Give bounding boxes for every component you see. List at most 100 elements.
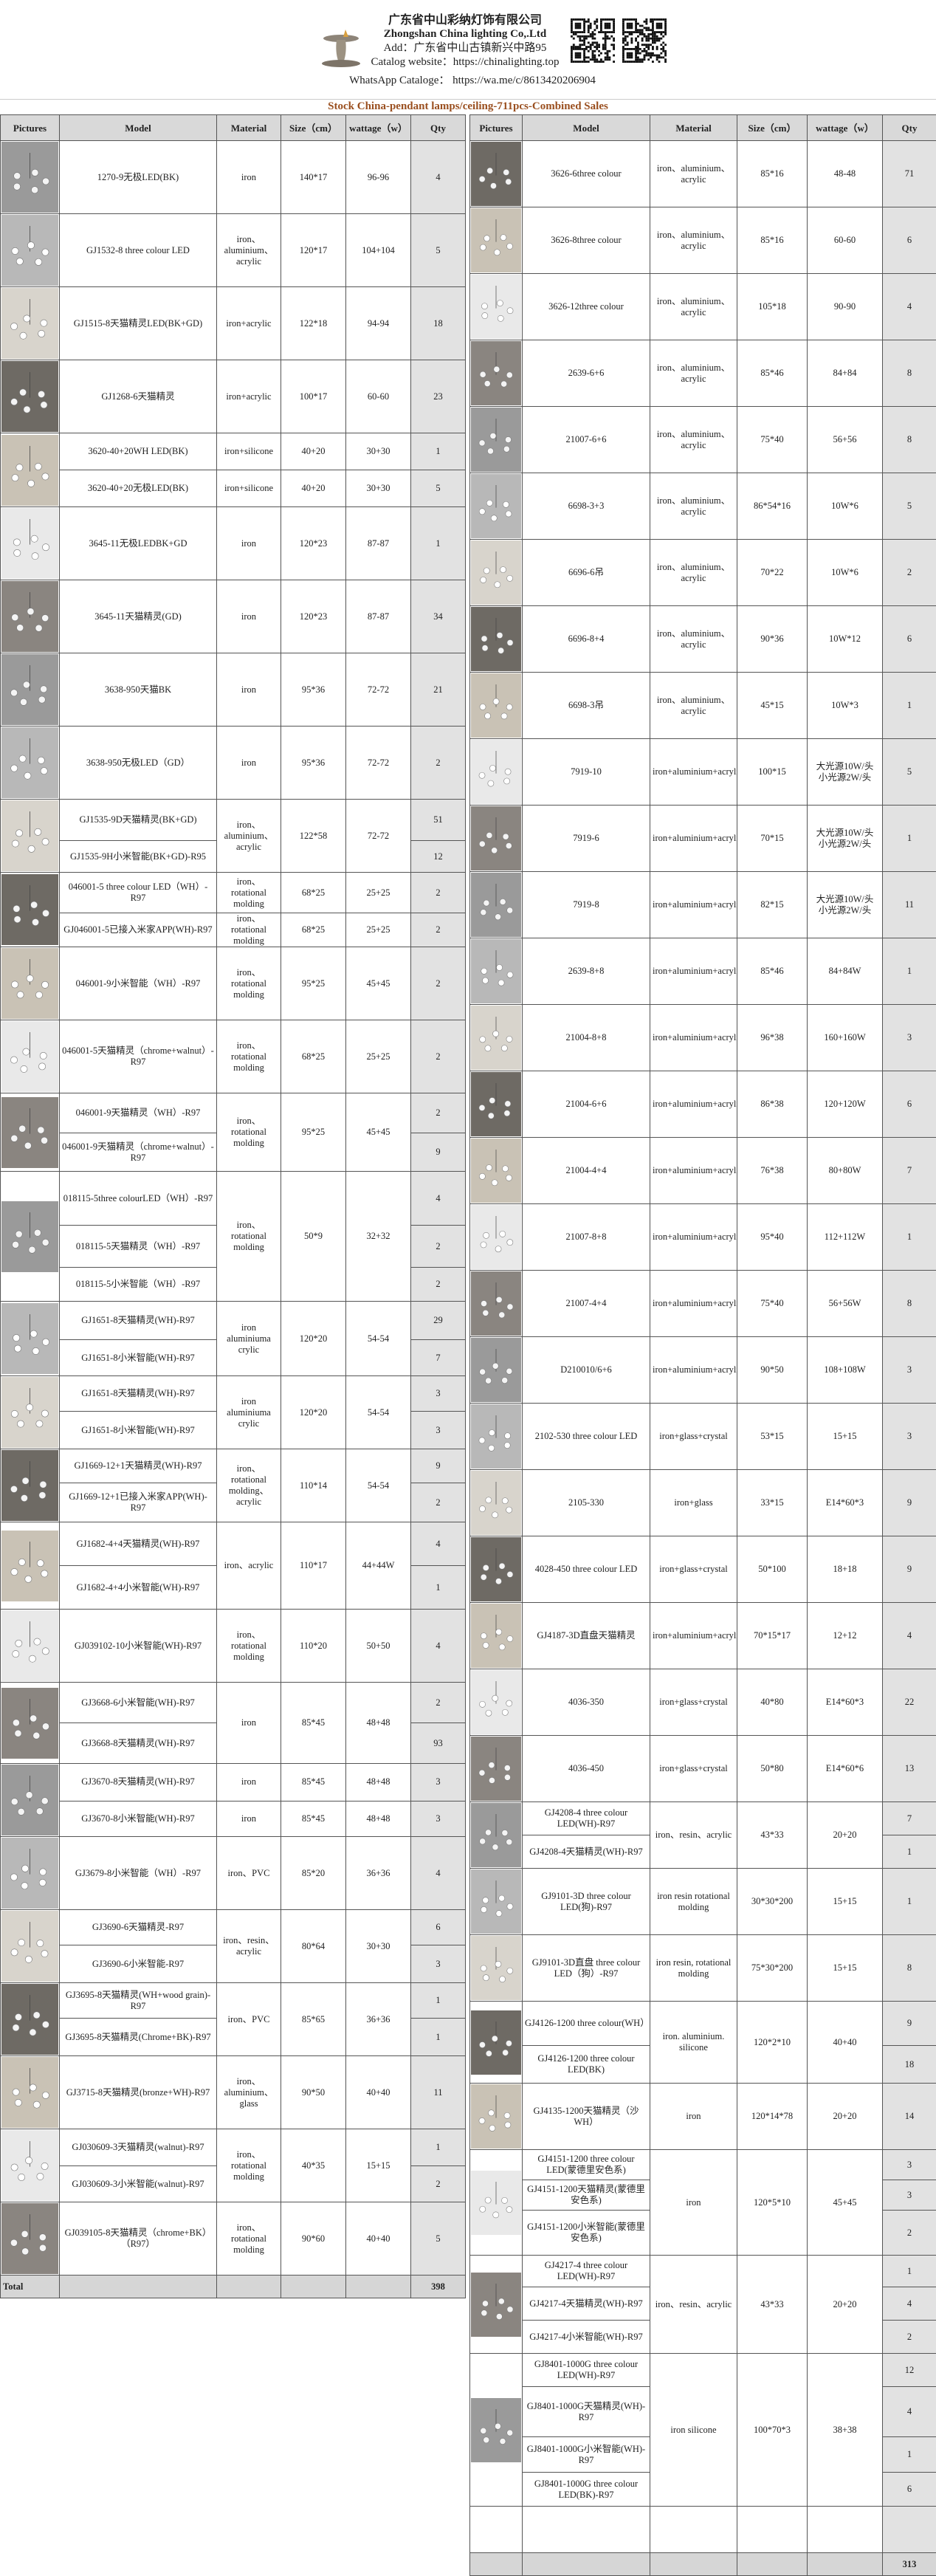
wattage-cell: 72-72 (346, 653, 411, 727)
product-photo (471, 341, 521, 405)
product-photo (1, 1450, 58, 1521)
wattage-cell: 大光源10W/头 小光源2W/头 (808, 806, 883, 872)
qty-cell: 4 (883, 1603, 936, 1669)
product-photo (1, 508, 58, 579)
column-header[interactable]: wattage（w） (808, 115, 883, 141)
qty-cell: 4 (883, 2387, 936, 2437)
picture-cell (470, 2084, 523, 2150)
wattage-cell: 84+84W (808, 938, 883, 1005)
product-photo (471, 1006, 521, 1070)
catalog-website[interactable]: Catalog website：https://chinalighting.to… (347, 55, 583, 69)
size-cell: 100*15 (737, 739, 808, 806)
picture-cell (1, 287, 60, 360)
column-header[interactable]: Material (650, 115, 737, 141)
product-photo (471, 1338, 521, 1402)
picture-cell (1, 141, 60, 214)
material-cell: iron、acrylic (217, 1522, 281, 1610)
qty-cell: 4 (411, 1172, 466, 1226)
column-header[interactable]: Pictures (1, 115, 60, 141)
material-cell: iron、rotational molding (217, 873, 281, 913)
column-header[interactable]: Qty (883, 115, 936, 141)
product-photo (471, 1869, 521, 1934)
column-header[interactable]: Model (60, 115, 217, 141)
column-header[interactable]: wattage（w） (346, 115, 411, 141)
model-cell: GJ3668-6小米智能(WH)-R97 (60, 1683, 217, 1723)
product-photo (1, 1610, 58, 1681)
picture-cell (1, 507, 60, 580)
size-cell: 110*20 (281, 1610, 346, 1683)
model-cell: 046001-9天猫精灵（WH）-R97 (60, 1093, 217, 1133)
size-cell: 75*30*200 (737, 1935, 808, 2002)
column-header[interactable]: Qty (411, 115, 466, 141)
size-cell: 90*50 (737, 1337, 808, 1404)
size-cell: 90*36 (737, 606, 808, 673)
total-label (470, 2553, 523, 2576)
qty-cell: 4 (411, 1837, 466, 1910)
model-cell: 21004-8+8 (523, 1005, 650, 1071)
size-cell: 96*38 (737, 1005, 808, 1071)
column-header[interactable]: Size（cm） (281, 115, 346, 141)
model-cell: GJ030609-3小米智能(walnut)-R97 (60, 2166, 217, 2202)
column-header[interactable]: Size（cm） (737, 115, 808, 141)
product-photo (471, 474, 521, 538)
wattage-cell: 40+40 (346, 2202, 411, 2276)
product-photo (1, 361, 58, 432)
size-cell: 95*40 (737, 1204, 808, 1271)
size-cell: 45*15 (737, 673, 808, 739)
table-row (470, 2507, 936, 2553)
material-cell: iron、aluminium、acrylic (650, 407, 737, 473)
qr-code-icon (571, 18, 615, 63)
product-photo (1, 2057, 58, 2128)
model-cell: GJ039105-8天猫精灵（chrome+BK）（R97） (60, 2202, 217, 2276)
empty-cell (346, 2276, 411, 2298)
model-cell: GJ3715-8天猫精灵(bronze+WH)-R97 (60, 2056, 217, 2129)
wattage-cell: 25+25 (346, 1020, 411, 1093)
material-cell: iron+glass+crystal (650, 1404, 737, 1470)
whatsapp-catalog[interactable]: WhatsApp Cataloge： https://wa.me/c/86134… (325, 72, 620, 87)
picture-cell (1, 1522, 60, 1610)
model-cell: GJ3670-8天猫精灵(WH)-R97 (60, 1764, 217, 1802)
size-cell: 85*20 (281, 1837, 346, 1910)
product-photo (471, 2084, 521, 2149)
empty-cell (281, 2276, 346, 2298)
picture-cell (470, 673, 523, 739)
material-cell: iron+aluminium+acrylic (650, 872, 737, 938)
qty-cell: 12 (883, 2354, 936, 2387)
column-header[interactable]: Material (217, 115, 281, 141)
material-cell: iron、aluminium、acrylic (650, 340, 737, 407)
size-cell: 100*17 (281, 360, 346, 433)
product-photo (471, 1670, 521, 1734)
picture-cell (470, 1669, 523, 1736)
wattage-cell: 54-54 (346, 1376, 411, 1449)
model-cell: GJ4126-1200 three colour LED(BK) (523, 2046, 650, 2084)
qty-cell: 9 (411, 1133, 466, 1172)
qty-cell: 5 (411, 2202, 466, 2276)
picture-cell (1, 1837, 60, 1910)
size-cell: 95*36 (281, 727, 346, 800)
column-header[interactable]: Pictures (470, 115, 523, 141)
product-photo (1, 1531, 58, 1601)
column-header[interactable]: Model (523, 115, 650, 141)
qty-cell: 4 (411, 1610, 466, 1683)
picture-cell (1, 1449, 60, 1522)
model-cell: 046001-5 three colour LED（WH）-R97 (60, 873, 217, 913)
material-cell: iron、aluminium、acrylic (217, 214, 281, 287)
picture-cell (1, 1683, 60, 1764)
size-cell: 120*2*10 (737, 2002, 808, 2084)
qty-cell: 29 (411, 1302, 466, 1340)
size-cell: 50*9 (281, 1172, 346, 1302)
qty-cell: 3 (411, 1801, 466, 1836)
product-photo (471, 1138, 521, 1203)
model-cell: GJ3679-8小米智能（WH）-R97 (60, 1837, 217, 1910)
material-cell: iron+glass (650, 1470, 737, 1536)
